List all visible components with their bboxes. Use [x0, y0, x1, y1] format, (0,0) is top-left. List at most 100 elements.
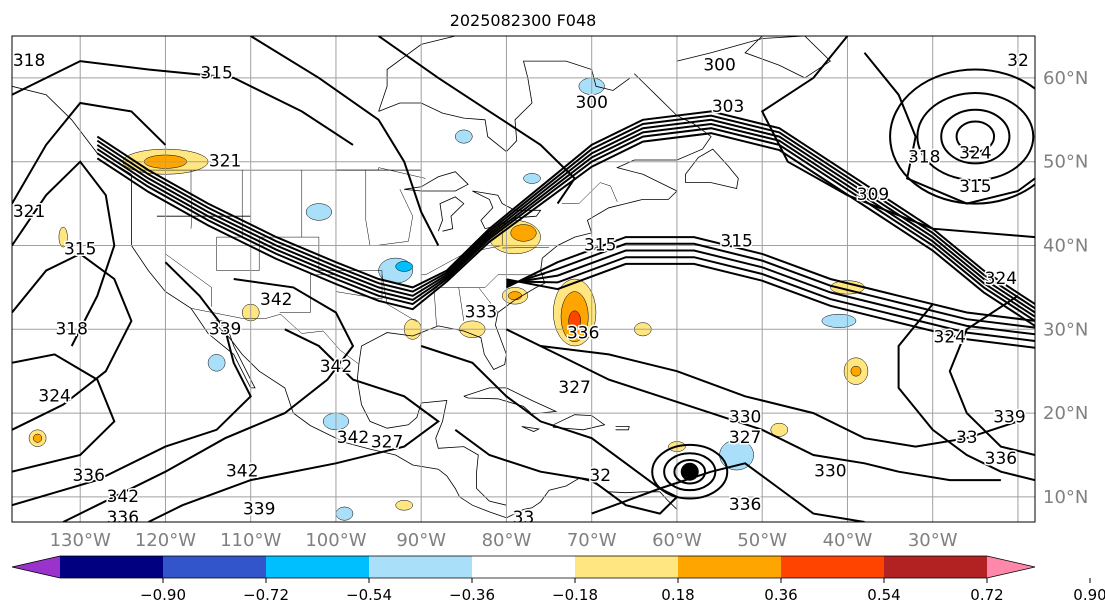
contour-label: 339: [993, 407, 1025, 427]
colorbar: −0.90 −0.72 −0.54 −0.36 −0.18 0.18 0.36 0.54 0.7…: [11, 555, 1105, 604]
contour-line-atlantic: [540, 345, 1019, 448]
contour-label: 327: [558, 378, 590, 398]
contour-line-trough: [250, 36, 440, 246]
figure-title: 2025082300 F048: [450, 11, 597, 30]
anomaly-patch: [395, 261, 413, 272]
contour-label: 33: [513, 508, 535, 528]
lon-tick-label: 130°W: [50, 530, 111, 551]
contour-line-east: [506, 242, 1035, 329]
contour-line-west: [12, 101, 167, 205]
coastline-segment: [685, 148, 739, 189]
contour-label: 327: [371, 432, 403, 452]
lon-tick-label: 40°W: [823, 530, 873, 551]
lon-tick-label: 30°W: [908, 530, 958, 551]
contour-label: 342: [337, 428, 369, 448]
contour-label: 324: [985, 269, 1017, 289]
contour-storm-ring: [673, 458, 707, 485]
anomaly-patch: [770, 422, 789, 437]
colorbar-bin: [60, 556, 164, 578]
colorbar-bin: [884, 556, 988, 578]
contour-label: 339: [243, 499, 275, 519]
anomaly-patch: [395, 499, 413, 511]
colorbar-tick-label: 0.36: [764, 586, 797, 604]
anomaly-patch: [335, 506, 354, 521]
contour-label: 300: [703, 55, 735, 75]
contour-label: 33: [956, 428, 978, 448]
anomaly-patch: [821, 313, 857, 328]
contour-label: 303: [712, 97, 744, 117]
contour-label: 342: [226, 462, 258, 482]
contour-low-center: [916, 91, 1035, 182]
colorbar-tick-label: 0.72: [970, 586, 1003, 604]
contour-line-jet: [96, 118, 1035, 314]
contour-line-east: [505, 236, 1035, 322]
colorbar-tick-label: 0.90: [1073, 586, 1105, 604]
contour-label: 330: [814, 462, 846, 482]
contour-line-jet: [96, 110, 1035, 305]
contour-label: 342: [320, 357, 352, 377]
contour-line-low: [863, 52, 1035, 205]
lat-tick-label: 10°N: [1043, 487, 1088, 508]
colorbar-tick-label: 0.54: [867, 586, 900, 604]
coastline-segment: [356, 73, 712, 506]
lon-tick-label: 100°W: [305, 530, 366, 551]
contour-line-east: [506, 262, 1035, 349]
anomaly-patch: [507, 291, 523, 301]
anomaly-patch: [33, 433, 43, 443]
political-border: [190, 308, 359, 364]
lon-tick-label: 50°W: [737, 530, 787, 551]
contour-label: 315: [200, 64, 232, 84]
colorbar-bin: [266, 556, 370, 578]
contour-lines: [12, 36, 1035, 522]
contour-label: 342: [107, 487, 139, 507]
political-border: [139, 167, 426, 179]
coastline-segment: [437, 196, 465, 232]
contour-line-subtrop: [147, 328, 440, 522]
political-border: [216, 170, 383, 313]
contour-label: 315: [584, 235, 616, 255]
contour-line-east: [506, 256, 1035, 342]
lon-tick-label: 110°W: [220, 530, 281, 551]
anomaly-patch: [568, 310, 581, 332]
contour-line-subtrop: [62, 278, 355, 522]
political-border: [479, 288, 499, 313]
contour-low-center: [940, 108, 1011, 165]
map-frame: [11, 35, 1036, 523]
anomaly-patch: [207, 354, 226, 372]
colorbar-tick-label: −0.36: [449, 586, 495, 604]
contour-label: 32: [1007, 51, 1029, 71]
contour-label: 318: [13, 51, 45, 71]
contour-label: 318: [55, 319, 87, 339]
latitude-tick-labels: 10°N 20°N 30°N 40°N 50°N 60°N: [1043, 68, 1088, 508]
colorbar-bin: [781, 556, 885, 578]
contour-low-center: [955, 120, 996, 153]
colorbar-tick-label: 0.18: [661, 586, 694, 604]
contour-line-west: [12, 160, 116, 347]
colorbar-extend-low: [12, 556, 60, 578]
political-border: [561, 182, 618, 204]
contour-line-east-ridge: [948, 294, 1035, 456]
lat-tick-label: 50°N: [1043, 152, 1088, 173]
lat-tick-label: 40°N: [1043, 235, 1088, 256]
contour-label: 315: [64, 240, 96, 260]
political-border: [458, 287, 465, 321]
anomaly-patch: [455, 129, 473, 144]
contour-label: 315: [720, 231, 752, 251]
lat-tick-label: 60°N: [1043, 68, 1088, 89]
lat-tick-label: 30°N: [1043, 319, 1088, 340]
contour-label: 339: [209, 319, 241, 339]
colorbar-bin: [575, 556, 679, 578]
anomaly-patch: [850, 365, 862, 377]
contour-label: 321: [13, 202, 45, 222]
coastline-segment: [552, 414, 606, 431]
coastline-segment: [378, 60, 631, 153]
colorbar-bin: [163, 556, 267, 578]
contour-label: 318: [908, 148, 940, 168]
anomaly-patch: [510, 224, 537, 242]
coastline-segment: [521, 426, 541, 432]
contour-line-low: [760, 36, 1035, 239]
lon-tick-label: 60°W: [652, 530, 702, 551]
